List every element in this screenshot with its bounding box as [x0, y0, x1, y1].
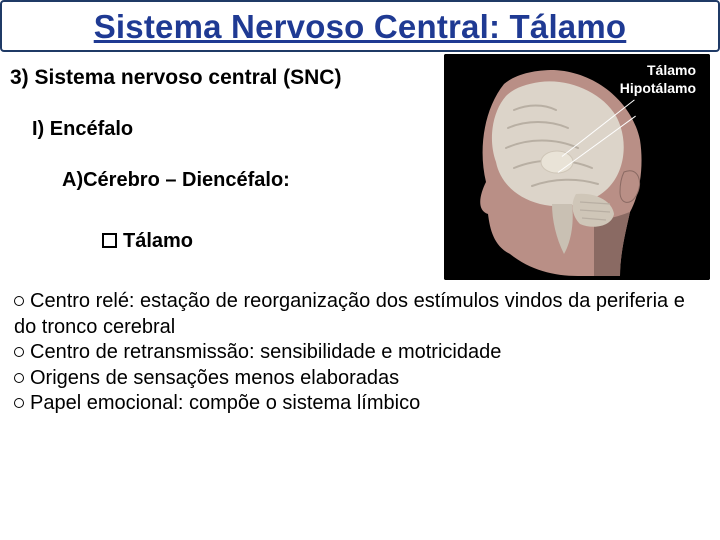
- bullet-icon: [14, 373, 24, 383]
- list-item: Origens de sensações menos elaboradas: [14, 366, 702, 392]
- checkbox-label: Tálamo: [123, 230, 193, 252]
- bullet-text: Origens de sensações menos elaboradas: [30, 367, 399, 389]
- list-item: Papel emocional: compõe o sistema límbic…: [14, 391, 702, 417]
- bullet-text: Papel emocional: compõe o sistema límbic…: [30, 392, 420, 414]
- bullet-icon: [14, 398, 24, 408]
- bullet-icon: [14, 296, 24, 306]
- bullet-icon: [14, 347, 24, 357]
- checkbox-icon: [102, 233, 117, 248]
- bullet-text: Centro relé: estação de reorganização do…: [14, 290, 685, 338]
- list-item: Centro relé: estação de reorganização do…: [14, 289, 702, 340]
- brain-diagram: Tálamo Hipotálamo: [444, 54, 710, 280]
- title-bar: Sistema Nervoso Central: Tálamo: [0, 0, 720, 52]
- list-item: Centro de retransmissão: sensibilidade e…: [14, 340, 702, 366]
- figure-label-tálamo: Tálamo: [647, 62, 696, 78]
- bullet-text: Centro de retransmissão: sensibilidade e…: [30, 341, 501, 363]
- page-title: Sistema Nervoso Central: Tálamo: [12, 8, 708, 46]
- figure-label-hipotálamo: Hipotálamo: [620, 80, 696, 96]
- bullet-list: Centro relé: estação de reorganização do…: [10, 289, 712, 417]
